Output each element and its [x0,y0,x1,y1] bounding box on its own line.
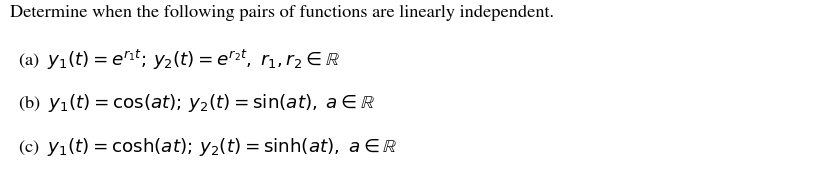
Text: Determine when the following pairs of functions are linearly independent.: Determine when the following pairs of fu… [10,5,554,21]
Text: (a)  $y_1(t) = e^{r_1 t};\, y_2(t) = e^{r_2 t},\; r_1, r_2 \in \mathbb{R}$: (a) $y_1(t) = e^{r_1 t};\, y_2(t) = e^{r… [18,48,339,72]
Text: (c)  $y_1(t) = \cosh(at);\, y_2(t) = \sinh(at),\; a \in \mathbb{R}$: (c) $y_1(t) = \cosh(at);\, y_2(t) = \sin… [18,136,398,158]
Text: (b)  $y_1(t) = \cos(at);\, y_2(t) = \sin(at),\; a \in \mathbb{R}$: (b) $y_1(t) = \cos(at);\, y_2(t) = \sin(… [18,92,375,114]
